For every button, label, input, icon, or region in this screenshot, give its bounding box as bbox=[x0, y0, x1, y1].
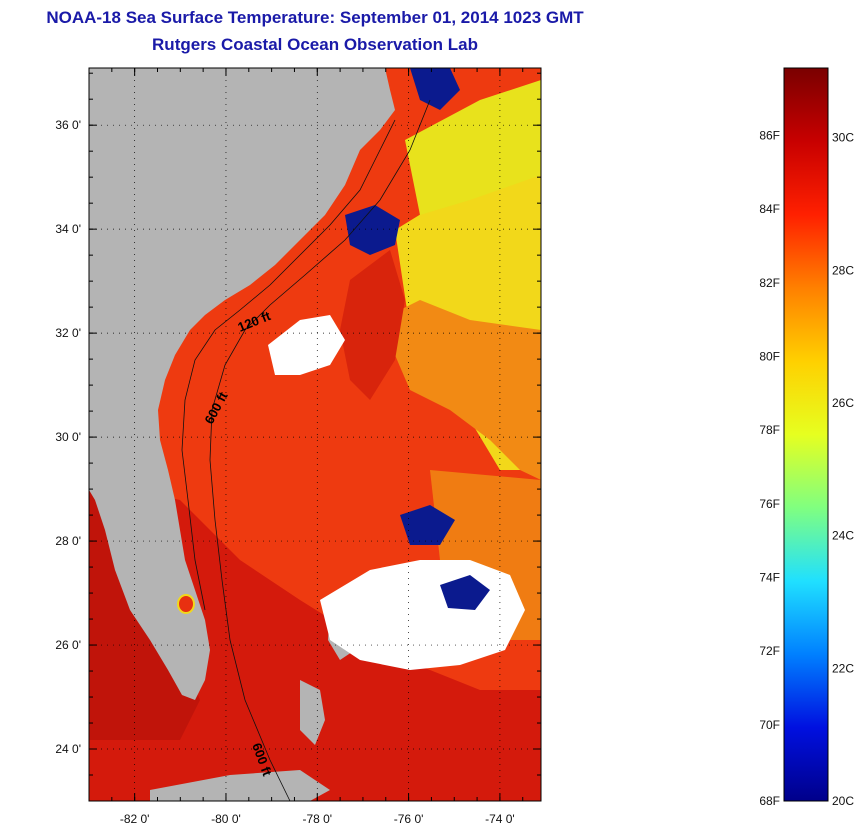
lon-tick-label: -76 0' bbox=[394, 812, 424, 826]
land-bahamas-south bbox=[300, 680, 325, 745]
map-axis-ticks: 36 0' 34 0' 32 0' 30 0' 28 0' 26 0' 24 0' -82 0… bbox=[55, 68, 541, 826]
lat-tick-label: 26 0' bbox=[55, 638, 81, 652]
lat-tick-label: 34 0' bbox=[55, 222, 81, 236]
lake-okeechobee bbox=[177, 594, 195, 614]
land-southeast-us bbox=[89, 68, 395, 700]
cold-patch-cape bbox=[410, 68, 460, 110]
cold-patch-east bbox=[400, 505, 455, 545]
bathymetry-contour-600ft bbox=[209, 99, 431, 801]
orange-water-band bbox=[380, 300, 541, 480]
map-frame bbox=[88, 67, 542, 802]
map-subtitle: Rutgers Coastal Ocean Observation Lab bbox=[152, 35, 478, 54]
cloud-area-north bbox=[268, 315, 345, 375]
map-layers: 120 ft 600 ft 600 ft bbox=[89, 68, 541, 801]
lon-tick-label: -78 0' bbox=[302, 812, 332, 826]
lat-tick-label: 36 0' bbox=[55, 118, 81, 132]
cold-patch-southeast bbox=[440, 575, 490, 610]
yellow-gulfstream-north bbox=[405, 80, 541, 215]
lon-tick-label: -74 0' bbox=[485, 812, 515, 826]
lat-tick-label: 30 0' bbox=[55, 430, 81, 444]
lat-tick-label: 28 0' bbox=[55, 534, 81, 548]
cold-patch-northcoast bbox=[345, 205, 400, 255]
lon-tick-label: -80 0' bbox=[211, 812, 241, 826]
map-title: NOAA-18 Sea Surface Temperature: Septemb… bbox=[46, 8, 584, 27]
dark-red-south-water bbox=[89, 480, 541, 801]
graticule bbox=[89, 68, 541, 801]
lat-tick-label: 24 0' bbox=[55, 742, 81, 756]
land-cuba bbox=[150, 770, 330, 801]
gulfstream-red-core bbox=[340, 250, 405, 400]
bathymetry-contour-120ft bbox=[181, 119, 396, 611]
lat-tick-label: 32 0' bbox=[55, 326, 81, 340]
lon-tick-label: -82 0' bbox=[120, 812, 150, 826]
